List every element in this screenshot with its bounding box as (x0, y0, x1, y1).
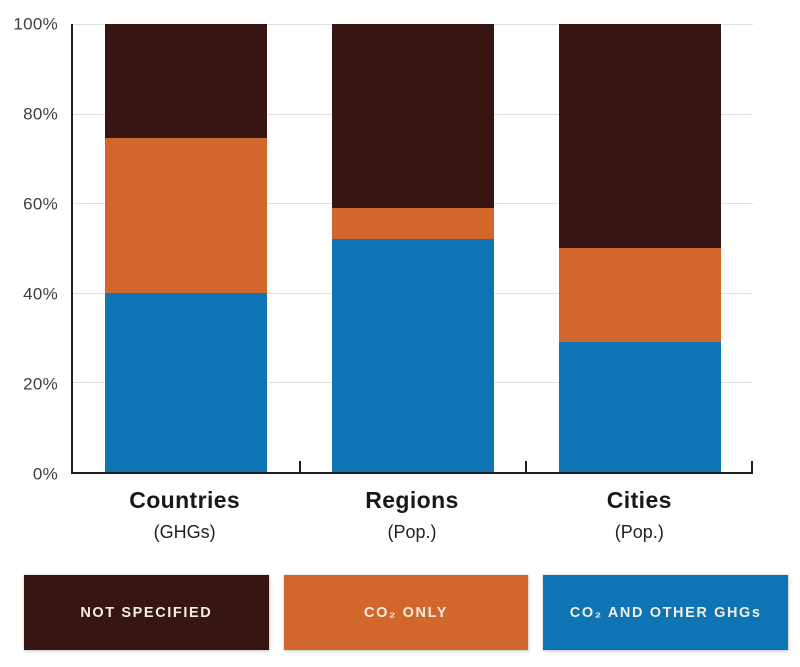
y-axis-tick-label: 20% (23, 374, 58, 394)
bar-segment-not-specified (332, 24, 494, 208)
x-axis-tick (525, 461, 528, 472)
bar-cities (558, 24, 721, 472)
x-axis-category-regions: Regions (Pop.) (298, 487, 525, 543)
x-axis-tick (298, 461, 301, 472)
y-axis-labels: 0% 20% 40% 60% 80% 100% (0, 16, 58, 483)
bar-countries (105, 24, 268, 472)
legend: NOT SPECIFIED CO₂ ONLY CO₂ AND OTHER GHGs (24, 575, 789, 650)
y-axis-tick-label: 100% (13, 14, 58, 34)
bar-segment-co-and-other-ghgs (105, 292, 268, 472)
bar-segment-co-and-other-ghgs (332, 239, 494, 472)
bar-segment-co-and-other-ghgs (558, 342, 721, 472)
bar-segment-co-only (332, 207, 494, 240)
x-axis-category-cities: Cities (Pop.) (526, 487, 753, 543)
bar-segment-co-only (105, 138, 268, 293)
category-sublabel: (Pop.) (387, 522, 437, 542)
y-axis-tick-label: 80% (23, 104, 58, 124)
x-axis-category-countries: Countries (GHGs) (71, 487, 298, 543)
category-sublabel: (GHGs) (153, 522, 216, 542)
legend-item-not-specified: NOT SPECIFIED (24, 575, 269, 650)
category-label: Regions (365, 487, 459, 513)
legend-label: NOT SPECIFIED (80, 604, 213, 621)
bar-segment-not-specified (558, 24, 721, 249)
bar-segment-co-only (558, 248, 721, 343)
plot-area (71, 24, 753, 474)
category-sublabel: (Pop.) (614, 522, 664, 542)
y-axis-tick-label: 60% (23, 194, 58, 214)
category-label: Cities (606, 487, 672, 513)
legend-label: CO₂ AND OTHER GHGs (569, 604, 762, 621)
legend-label: CO₂ ONLY (364, 604, 448, 621)
x-axis-end-tick (751, 461, 753, 472)
bar-regions (332, 24, 494, 472)
y-axis-tick-label: 0% (32, 464, 58, 484)
bar-segment-not-specified (105, 24, 268, 139)
y-axis-tick-label: 40% (23, 284, 58, 304)
legend-item-co-only: CO₂ ONLY (283, 575, 529, 650)
x-axis-labels: Countries (GHGs) Regions (Pop.) Cities (Pop.) (71, 487, 753, 543)
legend-item-co-and-other-ghgs: CO₂ AND OTHER GHGs (543, 575, 789, 650)
category-label: Countries (129, 487, 241, 513)
